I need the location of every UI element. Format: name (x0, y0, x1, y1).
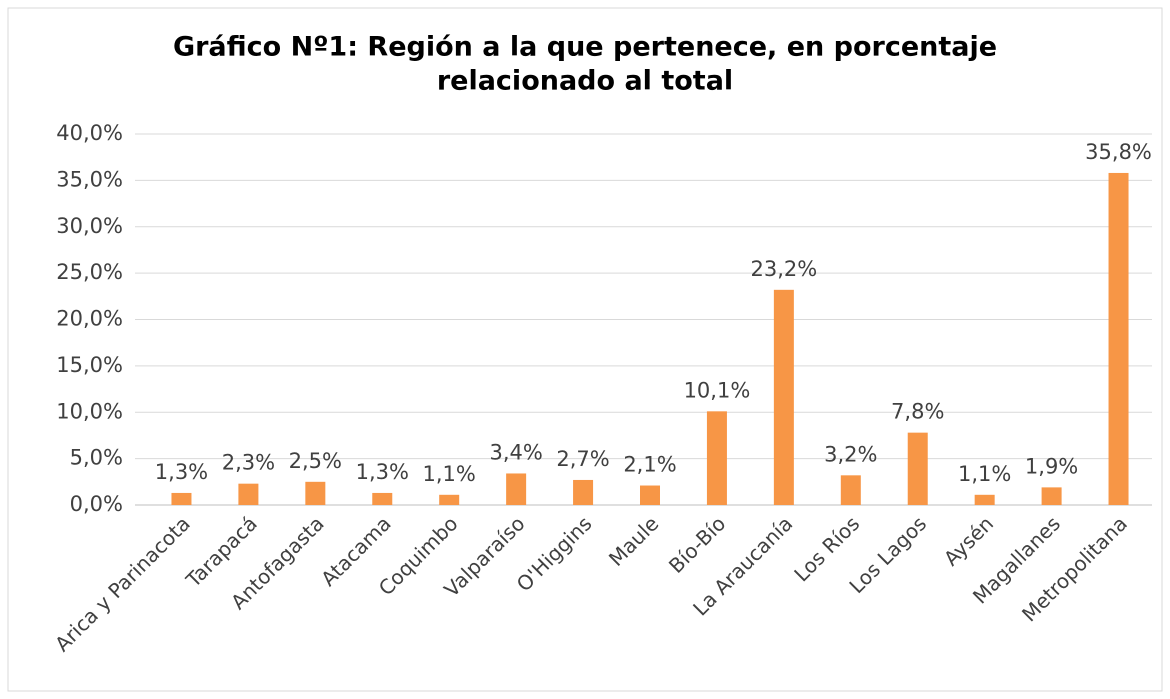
y-tick-label: 35,0% (56, 167, 123, 191)
y-tick-label: 20,0% (56, 307, 123, 331)
bar (974, 494, 995, 505)
value-label: 35,8% (1085, 140, 1152, 164)
bar (1108, 172, 1129, 505)
bar (706, 411, 727, 505)
value-label: 23,2% (751, 257, 818, 281)
y-tick-label: 40,0% (56, 121, 123, 145)
bar (506, 473, 527, 505)
bar (171, 492, 192, 505)
bar (439, 494, 460, 505)
chart-title: relacionado al total (437, 66, 733, 97)
bar (773, 289, 794, 505)
chart-frame (7, 7, 1163, 692)
bar (640, 485, 660, 505)
bar (1041, 487, 1062, 505)
chart-title: Gráfico Nº1: Región a la que pertenece, … (173, 32, 997, 63)
value-label: 1,1% (423, 462, 476, 486)
value-label: 2,1% (623, 453, 676, 477)
value-label: 1,1% (958, 462, 1011, 486)
y-tick-label: 15,0% (56, 353, 123, 377)
value-label: 3,4% (489, 440, 542, 464)
value-label: 7,8% (891, 400, 944, 424)
value-label: 3,2% (824, 442, 877, 466)
value-label: 2,7% (556, 447, 609, 471)
bar (840, 475, 861, 505)
y-tick-label: 0,0% (70, 492, 123, 516)
value-label: 2,3% (222, 451, 275, 475)
value-label: 1,3% (155, 460, 208, 484)
bar (573, 479, 594, 505)
y-tick-label: 5,0% (70, 446, 123, 470)
bar (907, 432, 928, 505)
value-label: 1,9% (1025, 454, 1078, 478)
bar (238, 483, 259, 505)
bar (305, 481, 326, 505)
value-label: 2,5% (289, 449, 342, 473)
value-label: 1,3% (356, 460, 409, 484)
y-tick-label: 30,0% (56, 214, 123, 238)
y-tick-label: 25,0% (56, 260, 123, 284)
y-tick-label: 10,0% (56, 399, 123, 423)
value-label: 10,1% (684, 378, 751, 402)
bar (372, 492, 393, 505)
